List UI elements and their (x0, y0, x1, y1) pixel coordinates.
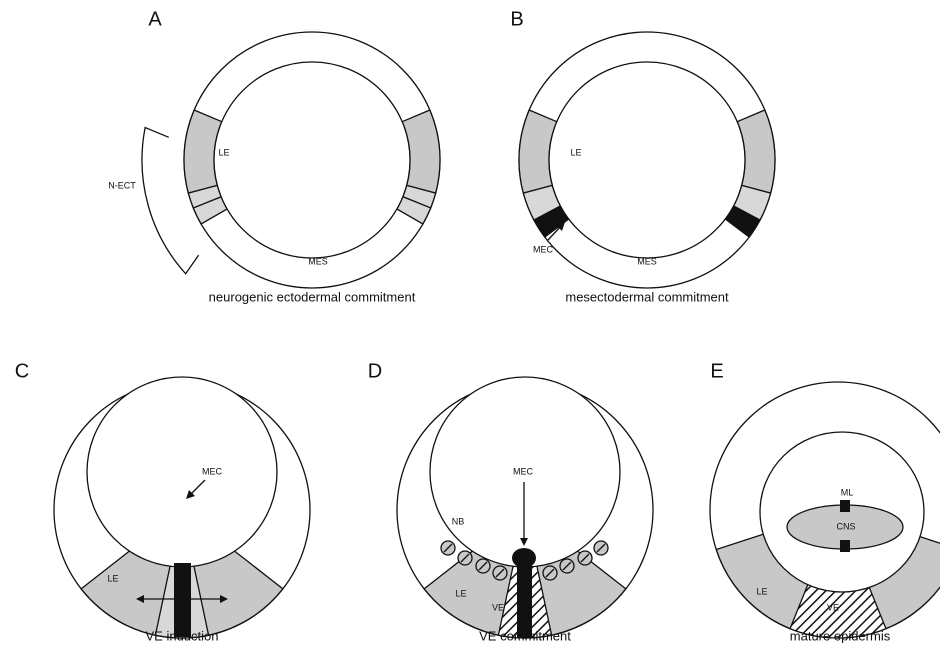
caption: VE induction (146, 628, 219, 643)
neuroblast-mark (580, 553, 590, 563)
arrow (189, 479, 206, 496)
label: LE (107, 573, 118, 583)
label: LE (756, 586, 767, 596)
label: VE (827, 602, 839, 612)
label: CNS (836, 521, 855, 531)
label: MES (308, 256, 328, 266)
panel-letter: B (510, 8, 523, 30)
caption: mesectodermal commitment (565, 289, 729, 304)
inner-circle (213, 61, 411, 259)
label: ML (841, 487, 854, 497)
n-ect-bracket (141, 126, 200, 275)
label: MES (637, 256, 657, 266)
panel-letter: D (368, 360, 382, 382)
shapes (53, 31, 940, 639)
labels: A B C D E neurogenic ectodermal commitme… (15, 8, 891, 643)
panel-letter: A (148, 8, 162, 30)
mesectoderm (174, 563, 191, 637)
label: MEC (513, 466, 534, 476)
panel-letter: E (710, 360, 723, 382)
neuroblast-mark (495, 568, 505, 578)
label: NB (452, 516, 465, 526)
arrowhead (556, 222, 565, 231)
inner-circle (86, 376, 278, 568)
mec-cell (512, 548, 536, 568)
midline (840, 500, 850, 512)
label: VE (492, 602, 504, 612)
caption: VE commitment (479, 628, 571, 643)
arrowhead (520, 538, 528, 546)
arrowhead (186, 490, 195, 499)
neuroblast-mark (443, 543, 453, 553)
caption: mature epidermis (790, 628, 891, 643)
inner-circle (548, 61, 746, 259)
neuroblast-mark (596, 543, 606, 553)
midline (840, 540, 850, 552)
label: N-ECT (108, 180, 136, 190)
label: LE (455, 588, 466, 598)
panel-letter: C (15, 360, 29, 382)
neuroblast-mark (478, 561, 488, 571)
neuroblast-mark (545, 568, 555, 578)
neuroblast-mark (562, 561, 572, 571)
neuroblast-mark (460, 553, 470, 563)
label: MEC (533, 244, 554, 254)
label: LE (570, 147, 581, 157)
caption: neurogenic ectodermal commitment (209, 289, 416, 304)
label: LE (218, 147, 229, 157)
mesectoderm (517, 560, 532, 638)
label: MEC (202, 466, 223, 476)
